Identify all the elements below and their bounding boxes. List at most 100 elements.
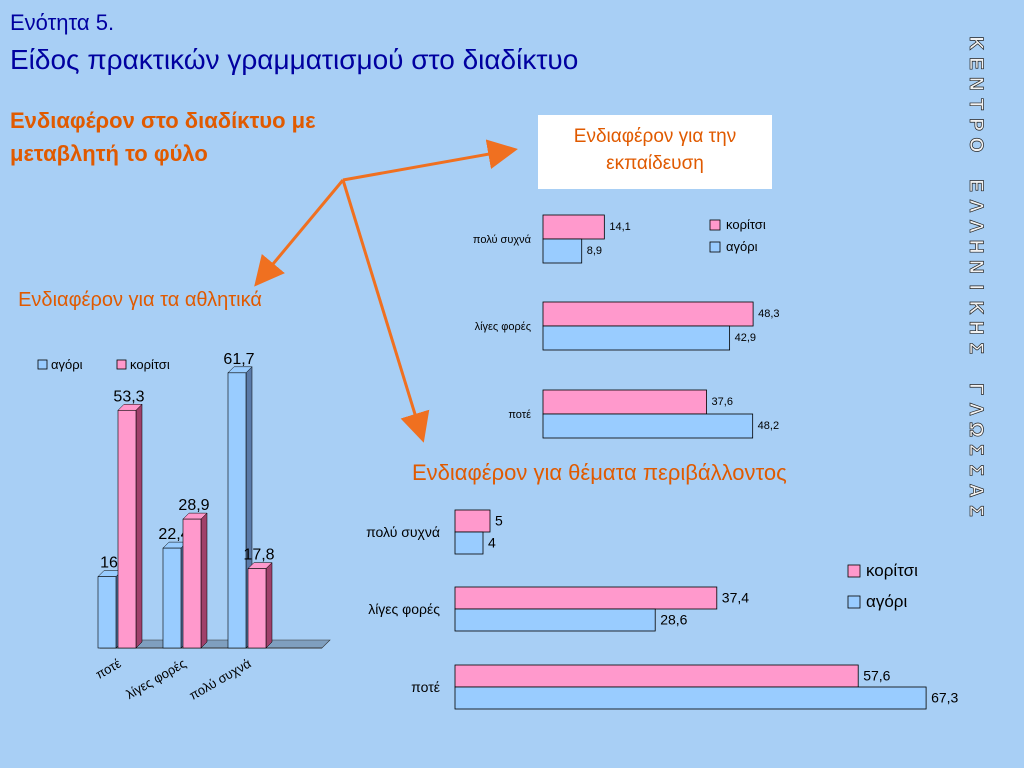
data-label: 42,9 [735,332,756,344]
legend-swatch-αγόρι [847,595,861,609]
data-label: 16 [100,555,118,572]
bar-κορίτσι-ποτέ [117,409,137,649]
logo-letter: Τ [965,98,986,110]
logo-letter-shadow: Γ [965,383,986,395]
legend-label-κορίτσι: κορίτσι [726,217,766,232]
bar-κορίτσι-λίγες-φορές [182,518,202,649]
logo-letter-shadow: Ι [965,285,986,290]
bar-αγόρι-ποτέ [454,686,927,710]
page-subtitle: Ενδιαφέρον στο διαδίκτυο με μεταβλητή το… [10,108,316,166]
logo-letter: Ω [965,422,986,437]
tick-label-πολύ-συχνά: πολύ συχνά [366,524,440,540]
logo-letter: Α [965,484,986,498]
environment-chart-title: Ενδιαφέρον για θέματα περιβάλλοντος [412,460,787,485]
arrow-to-sports [254,179,345,287]
data-label: 37,4 [722,589,749,605]
logo-letter-shadow: Ν [965,260,986,274]
legend-label-κορίτσι: κορίτσι [866,561,918,580]
logo-letter-shadow: Κ [965,36,986,50]
logo-letter: Ν [965,260,986,274]
logo-letter: Ο [965,138,986,153]
page-title: Είδος πρακτικών γραμματισμού στο διαδίκτ… [10,44,579,75]
arrow-to-environment [341,179,430,443]
data-label: 17,8 [243,547,274,564]
bar-αγόρι-λίγες-φορές [162,547,182,649]
logo-letter-shadow: Κ [965,301,986,315]
data-label: 48,3 [758,308,779,320]
logo-letter-shadow: Λ [965,403,986,416]
logo-letter-shadow: Ο [965,138,986,153]
legend-swatch-κορίτσι [709,219,721,231]
bar-αγόρι-ποτέ [97,576,117,649]
arrow-to-education [342,139,518,182]
data-label: 61,7 [223,351,254,368]
legend-swatch-αγόρι [37,359,48,370]
logo-letter: Λ [965,200,986,213]
logo-letter: Η [965,240,986,254]
logo-letter: Ε [965,179,986,192]
tick-label-λίγες-φορές: λίγες φορές [368,601,440,617]
data-label: 5 [495,512,503,528]
bar-αγόρι-ποτέ [542,413,754,439]
logo-letter-shadow: Η [965,240,986,254]
logo-letter-shadow: Ρ [965,118,986,131]
logo-letter-shadow: Σ [965,465,986,476]
bar-κορίτσι-ποτέ [542,389,707,415]
legend-swatch-αγόρι [709,241,721,253]
logo-letter-shadow: Λ [965,200,986,213]
logo-letter-shadow: Λ [965,220,986,233]
logo-letter-shadow: Σ [965,444,986,455]
logo-letter: Κ [965,36,986,50]
legend-label-κορίτσι: κορίτσι [130,357,170,372]
bar-κορίτσι-πολύ-συχνά [454,509,491,533]
data-label: 28,9 [178,497,209,514]
logo-letter-shadow: Ε [965,179,986,192]
data-label: 4 [488,534,496,550]
data-label: 22,4 [158,526,189,543]
bar-αγόρι-πολύ-συχνά [454,531,484,555]
logo-letter-shadow: Α [965,484,986,498]
vertical-logo-text: ΚΚΕΕΝΝΤΤΡΡΟΟΕΕΛΛΛΛΗΗΝΝΙΙΚΚΗΗΣΣΓΓΛΛΩΩΣΣΣΣ… [965,36,987,517]
logo-letter: Η [965,321,986,335]
legend-label-αγόρι: αγόρι [726,239,758,254]
data-label: 28,6 [660,611,687,627]
logo-letter-shadow: Ν [965,77,986,91]
logo-letter-shadow: Η [965,321,986,335]
logo-letter: Ι [965,285,986,290]
bar-κορίτσι-λίγες-φορές [454,586,718,610]
logo-letter: Γ [965,383,986,395]
data-label: 8,9 [587,245,602,257]
logo-letter-shadow: Σ [965,343,986,354]
data-label: 53,3 [113,388,144,405]
logo-letter-shadow: Ω [965,422,986,437]
legend-label-αγόρι: αγόρι [51,357,83,372]
logo-letter-shadow: Τ [965,98,986,110]
tick-label-ποτέ: ποτέ [411,679,440,695]
data-label: 14,1 [609,221,630,233]
data-label: 37,6 [712,396,733,408]
logo-letter: Ρ [965,118,986,131]
education-chart-title: Ενδιαφέρον για την εκπαίδευση [538,115,772,189]
bar-αγόρι-λίγες-φορές [542,325,731,351]
data-label: 57,6 [863,667,890,683]
logo-letter-shadow: Ε [965,57,986,70]
bar-αγόρι-πολύ-συχνά [227,372,247,649]
tick-label-ποτέ: ποτέ [508,409,531,421]
legend-swatch-κορίτσι [116,359,127,370]
bar-αγόρι-λίγες-φορές [454,608,656,632]
data-label: 48,2 [758,420,779,432]
logo-letter-shadow: Σ [965,505,986,516]
logo-letter: Σ [965,505,986,516]
logo-letter: Σ [965,444,986,455]
logo-letter: Λ [965,220,986,233]
section-heading: Ενότητα 5. [10,10,115,35]
data-label: 67,3 [931,689,958,705]
logo-letter: Λ [965,403,986,416]
tick-label-πολύ-συχνά: πολύ συχνά [473,234,532,246]
logo-letter: Σ [965,465,986,476]
sports-chart-title: Ενδιαφέρον για τα αθλητικά [18,289,262,311]
bar-κορίτσι-ποτέ [454,664,859,688]
